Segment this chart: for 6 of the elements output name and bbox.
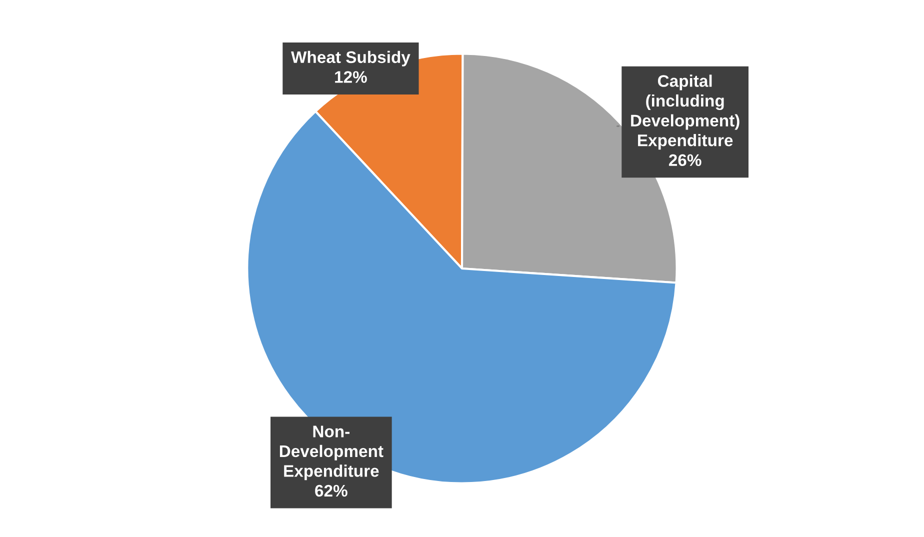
data-label: 12%: [335, 71, 367, 83]
slice-label: Non- Development Expenditure: [280, 426, 384, 480]
data-label: 62%: [315, 484, 348, 497]
slice-label: Capital (including Development) Expenditure: [631, 74, 740, 150]
data-label: 26%: [668, 154, 702, 166]
slice-label: Wheat Subsidy: [290, 50, 410, 66]
